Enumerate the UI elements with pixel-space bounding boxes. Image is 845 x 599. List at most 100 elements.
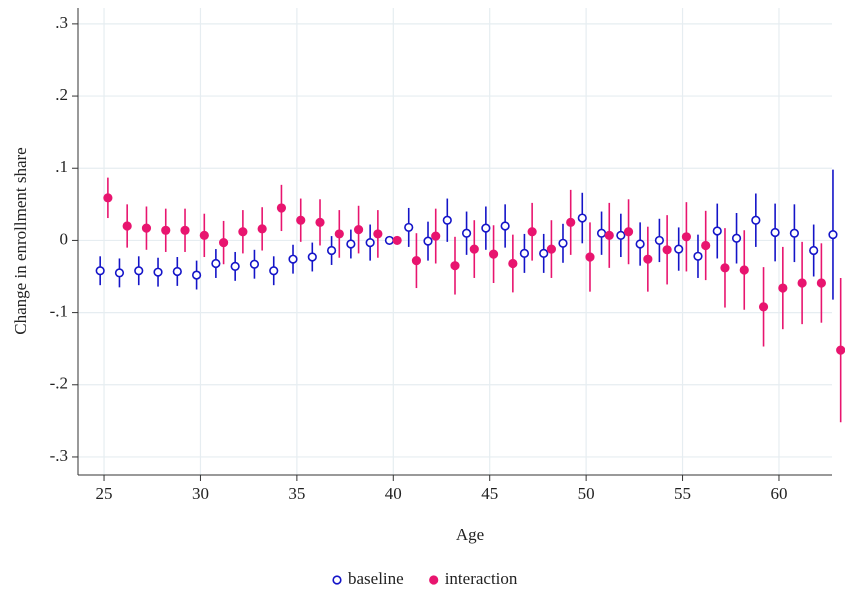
point — [469, 244, 479, 254]
point — [527, 227, 537, 237]
point — [500, 221, 510, 231]
point — [539, 248, 549, 259]
legend-label: baseline — [348, 569, 404, 588]
point — [411, 256, 422, 266]
point — [758, 302, 769, 312]
point — [616, 230, 626, 240]
x-tick-label: 45 — [481, 484, 498, 503]
point — [392, 235, 402, 246]
point — [481, 223, 491, 233]
point — [423, 236, 433, 246]
legend-label: interaction — [445, 569, 518, 588]
point — [326, 245, 337, 256]
x-tick-label: 50 — [578, 484, 595, 503]
y-tick-label: .3 — [55, 13, 68, 32]
point — [731, 233, 742, 243]
legend-marker — [332, 575, 342, 585]
point — [141, 223, 152, 233]
point — [604, 230, 614, 240]
point — [199, 230, 209, 240]
point — [134, 266, 144, 276]
x-tick-label: 40 — [385, 484, 402, 503]
point — [230, 261, 240, 272]
point — [373, 229, 383, 239]
point — [334, 229, 344, 239]
y-tick-label: -.1 — [50, 302, 68, 321]
x-tick-label: 60 — [770, 484, 787, 503]
point — [720, 263, 730, 273]
point — [114, 268, 125, 278]
point — [431, 231, 441, 241]
point — [585, 252, 595, 262]
point — [249, 259, 260, 269]
y-tick-label: .2 — [55, 85, 68, 104]
x-tick-label: 25 — [96, 484, 113, 503]
point — [643, 254, 653, 264]
point — [797, 278, 807, 288]
y-tick-label: -.3 — [50, 446, 68, 465]
point — [238, 227, 248, 237]
point — [693, 251, 703, 261]
point — [172, 266, 182, 277]
point — [276, 203, 287, 213]
point — [161, 225, 171, 235]
point — [596, 228, 607, 238]
point — [95, 266, 105, 276]
point — [122, 221, 132, 231]
point — [191, 270, 202, 280]
point — [681, 232, 692, 242]
y-tick-label: -.2 — [50, 374, 68, 393]
point — [828, 230, 838, 240]
point — [654, 235, 665, 246]
point — [488, 249, 499, 259]
point — [789, 228, 799, 238]
point — [701, 240, 711, 251]
point — [461, 228, 472, 238]
point — [180, 225, 190, 235]
point — [751, 215, 761, 225]
point — [778, 283, 788, 293]
point — [577, 213, 587, 223]
point — [836, 345, 845, 355]
point — [404, 222, 414, 233]
point — [770, 227, 780, 238]
point — [712, 226, 722, 236]
point — [153, 267, 163, 277]
y-axis-label: Change in enrollment share — [11, 147, 30, 334]
point — [519, 248, 530, 259]
point — [307, 252, 317, 262]
point — [566, 217, 576, 227]
point — [353, 224, 364, 235]
point — [674, 244, 684, 254]
point — [296, 215, 306, 225]
x-tick-label: 35 — [288, 484, 305, 503]
point — [739, 265, 749, 275]
y-tick-label: .1 — [55, 157, 68, 176]
point — [269, 266, 279, 276]
point — [623, 227, 634, 237]
x-tick-label: 55 — [674, 484, 691, 503]
x-axis-label: Age — [456, 525, 484, 544]
point — [288, 254, 298, 264]
point — [546, 244, 557, 254]
point — [384, 235, 395, 246]
legend-marker — [429, 575, 439, 585]
point — [346, 239, 356, 249]
point — [365, 237, 375, 248]
point — [103, 193, 113, 203]
point — [558, 238, 568, 248]
point — [809, 245, 819, 256]
point — [662, 245, 672, 255]
point — [635, 239, 645, 249]
point — [218, 237, 229, 248]
y-tick-label: 0 — [60, 229, 69, 248]
x-tick-label: 30 — [192, 484, 209, 503]
point — [257, 224, 267, 234]
point — [508, 258, 518, 269]
point — [816, 278, 826, 288]
point — [442, 215, 452, 225]
point — [315, 217, 325, 227]
point — [450, 261, 460, 271]
point — [211, 258, 221, 269]
